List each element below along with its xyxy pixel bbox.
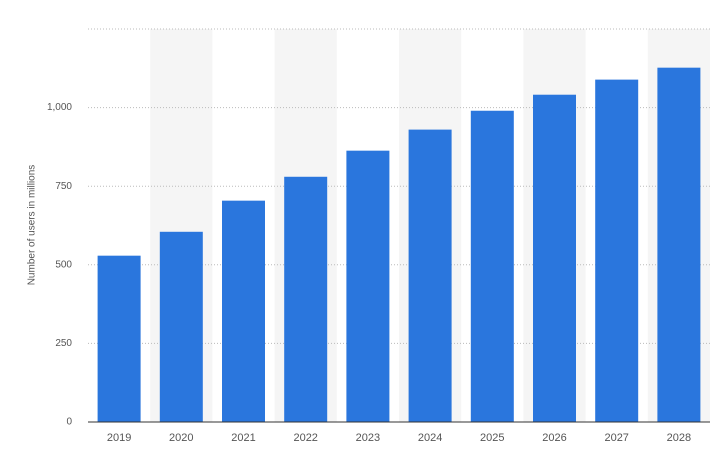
x-tick-label: 2023 (356, 432, 380, 444)
y-axis-label: Number of users in millions (27, 165, 38, 286)
y-tick-label: 1,000 (47, 102, 72, 113)
bar (159, 231, 203, 422)
bar (595, 79, 639, 422)
x-tick-label: 2025 (480, 432, 504, 444)
bar (97, 255, 141, 422)
y-tick-label: 750 (55, 181, 72, 192)
bar (284, 176, 328, 422)
bar (470, 110, 514, 422)
bar (657, 67, 701, 422)
y-tick-label: 0 (66, 417, 72, 428)
x-tick-label: 2028 (667, 432, 691, 444)
y-tick-label: 500 (55, 259, 72, 270)
x-tick-label: 2020 (169, 432, 193, 444)
x-tick-label: 2024 (418, 432, 442, 444)
x-tick-label: 2021 (231, 432, 255, 444)
x-tick-label: 2027 (604, 432, 628, 444)
x-tick-label: 2022 (293, 432, 317, 444)
bar (222, 200, 265, 422)
bar (346, 150, 390, 423)
bar (533, 94, 576, 423)
y-tick-label: 250 (55, 338, 72, 349)
bar (408, 129, 452, 422)
x-tick-label: 2026 (542, 432, 566, 444)
x-tick-label: 2019 (107, 432, 131, 444)
